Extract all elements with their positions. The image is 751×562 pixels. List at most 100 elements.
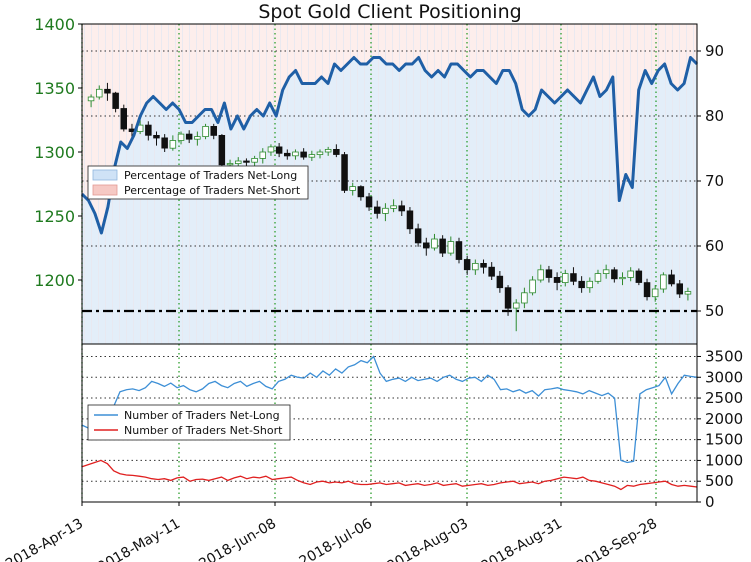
bottom-panel: 0 500 1000 1500 2000 2500 3000 3500 Number of T… — [81, 343, 743, 511]
candle-body — [177, 133, 185, 141]
candle-body — [275, 146, 283, 154]
candle-body — [521, 292, 528, 304]
net-long-percent-line — [80, 56, 699, 235]
candle-body — [635, 270, 643, 283]
candle-body — [545, 269, 553, 278]
legend-label-net-short-pct: Percentage of Traders Net-Short — [124, 184, 301, 197]
candle-body — [602, 269, 610, 274]
candle-body — [87, 96, 95, 102]
candle-body — [553, 276, 561, 283]
percent-tick-label: 50 — [705, 302, 724, 320]
net-long-count-line — [81, 355, 698, 464]
count-tick-label: 3500 — [705, 347, 743, 365]
candle-body — [365, 196, 373, 208]
candle-body — [627, 270, 634, 278]
x-tick-label: 2018-Sep-28 — [574, 516, 660, 562]
net-short-count-line — [81, 459, 698, 491]
price-tick-label: 1350 — [34, 79, 75, 98]
candle-body — [373, 206, 381, 214]
candle-body — [382, 207, 389, 214]
candle-body — [390, 205, 397, 209]
price-tick-label: 1300 — [34, 143, 75, 162]
candle-body — [259, 151, 266, 159]
candle-body — [447, 241, 455, 254]
candle-body — [406, 210, 414, 230]
candle-body — [619, 276, 626, 280]
count-tick-label: 3000 — [705, 368, 743, 386]
candle-body — [112, 92, 119, 109]
candle-body — [537, 269, 545, 281]
x-tick-label: 2018-May-11 — [95, 516, 183, 562]
candle-body — [251, 157, 258, 163]
candle-body — [283, 152, 291, 157]
candle-body — [651, 288, 659, 298]
top-legend: Percentage of Traders Net-Long Percentag… — [87, 165, 309, 200]
candle-body — [300, 151, 307, 158]
candle-body — [676, 283, 684, 295]
candle-body — [333, 148, 340, 155]
count-tick-label: 0 — [705, 493, 715, 511]
candle-body — [226, 163, 234, 166]
x-tick-label: 2018-Aug-31 — [479, 516, 565, 562]
count-tick-label: 1000 — [705, 451, 743, 469]
candles — [87, 82, 692, 332]
legend-label-net-long-pct: Percentage of Traders Net-Long — [124, 169, 297, 182]
candle-body — [472, 262, 479, 271]
percent-tick-label: 60 — [705, 237, 724, 255]
candle-body — [504, 287, 512, 309]
candle-body — [96, 88, 103, 98]
x-tick-label: 2018-Jul-06 — [297, 516, 375, 562]
count-tick-label: 2000 — [705, 410, 743, 428]
candle-body — [529, 279, 536, 294]
candle-body — [488, 266, 495, 277]
price-tick-label: 1400 — [34, 15, 75, 34]
legend-swatch-net-short-pct — [92, 184, 118, 196]
candle-body — [349, 186, 356, 191]
chart-title: Spot Gold Client Positioning — [258, 1, 521, 23]
candle-body — [210, 126, 217, 136]
percent-tick-label: 90 — [705, 42, 724, 60]
candle-body — [439, 238, 446, 254]
count-tick-label: 500 — [705, 472, 734, 490]
top-panel: 1200 1250 1300 1350 1400 50 60 70 80 90 Percenta… — [34, 15, 724, 345]
percent-tick-label: 80 — [705, 107, 724, 125]
candle-body — [185, 133, 193, 140]
bottom-legend-box — [87, 404, 291, 441]
date-axis: 2018-Apr-13 2018-May-11 2018-Jun-08 2018-Ju… — [3, 502, 660, 562]
legend-swatch-net-long-pct — [92, 169, 118, 181]
candle-body — [455, 241, 463, 260]
candle-body — [145, 124, 152, 136]
bottom-panel-frame — [81, 343, 698, 503]
candle-body — [513, 302, 520, 309]
candle-body — [218, 134, 226, 166]
price-tick-label: 1200 — [34, 271, 75, 290]
percent-tick-label: 70 — [705, 172, 724, 190]
candle-body — [668, 274, 675, 285]
candle-body — [422, 242, 430, 249]
candle-body — [194, 136, 201, 140]
x-tick-label: 2018-Jun-08 — [196, 516, 279, 562]
candle-body — [202, 126, 209, 138]
candle-body — [316, 151, 324, 155]
candle-body — [341, 154, 348, 191]
candle-body — [324, 148, 332, 153]
candle-body — [398, 205, 405, 212]
candle-body — [308, 154, 316, 158]
candle-body — [643, 282, 651, 298]
candle-body — [243, 160, 250, 163]
candle-body — [586, 280, 594, 289]
x-tick-label: 2018-Aug-03 — [385, 516, 471, 562]
count-axis: 0 500 1000 1500 2000 2500 3000 3500 — [697, 347, 743, 511]
candle-body — [463, 259, 471, 271]
x-tick-label: 2018-Apr-13 — [3, 516, 86, 562]
legend-label-net-long-count: Number of Traders Net-Long — [124, 409, 280, 422]
candle-body — [234, 160, 242, 164]
candle-body — [570, 273, 577, 282]
count-tick-label: 1500 — [705, 431, 743, 449]
candle-body — [594, 273, 602, 282]
count-tick-label: 2500 — [705, 389, 743, 407]
candle-body — [357, 186, 365, 198]
candle-body — [292, 151, 299, 157]
candle-body — [104, 88, 111, 94]
candle-body — [496, 275, 504, 289]
